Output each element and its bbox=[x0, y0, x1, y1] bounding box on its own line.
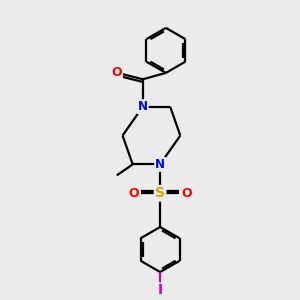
Text: N: N bbox=[155, 158, 165, 171]
Text: I: I bbox=[158, 283, 163, 297]
Text: N: N bbox=[138, 100, 148, 113]
Text: O: O bbox=[112, 66, 122, 80]
Text: S: S bbox=[155, 186, 165, 200]
Text: O: O bbox=[128, 187, 139, 200]
Text: O: O bbox=[181, 187, 192, 200]
